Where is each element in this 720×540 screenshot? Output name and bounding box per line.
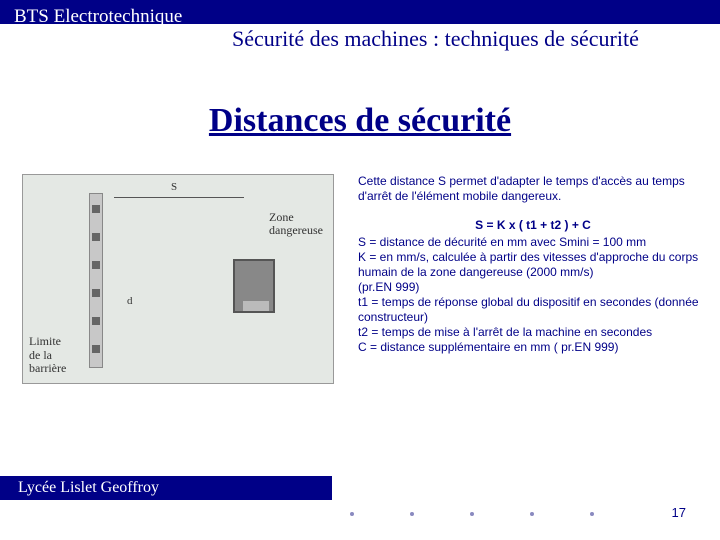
intro-paragraph: Cette distance S permet d'adapter le tem… [358,174,708,204]
decorative-dots [350,512,594,516]
def-line: C = distance supplémentaire en mm ( pr.E… [358,340,708,355]
sensor-dot [92,233,100,241]
definitions: S = distance de décurité en mm avec Smin… [358,235,708,355]
content-row: S Zone dangereuse d Limite de la barrièr… [0,174,720,384]
page-number: 17 [672,505,686,520]
def-line: t2 = temps de mise à l'arrêt de la machi… [358,325,708,340]
hazard-machine [233,259,275,313]
text-column: Cette distance S permet d'adapter le tem… [358,174,708,384]
header-subtitle: Sécurité des machines : techniques de sé… [232,26,639,52]
light-barrier [89,193,103,368]
zone-label-line: Zone [269,210,294,224]
page-title: Distances de sécurité [0,102,720,140]
sensor-dot [92,261,100,269]
dot-icon [530,512,534,516]
def-line: (pr.EN 999) [358,280,708,295]
dot-icon [410,512,414,516]
def-line: K = en mm/s, calculée à partir des vites… [358,250,708,280]
limit-label: Limite de la barrière [29,335,66,375]
header-course: BTS Electrotechnique [14,6,182,28]
sensor-dot [92,317,100,325]
limit-label-line: de la [29,348,52,362]
dot-icon [590,512,594,516]
safety-distance-diagram: S Zone dangereuse d Limite de la barrièr… [22,174,334,384]
header-subtitle-wrap: Sécurité des machines : techniques de sé… [0,24,720,58]
zone-label-line: dangereuse [269,223,323,237]
sensor-dot [92,289,100,297]
d-label: d [127,295,133,307]
s-label: S [171,181,177,193]
dot-icon [350,512,354,516]
def-line: S = distance de décurité en mm avec Smin… [358,235,708,250]
limit-label-line: Limite [29,334,61,348]
sensor-dot [92,345,100,353]
limit-label-line: barrière [29,361,66,375]
formula: S = K x ( t1 + t2 ) + C [358,218,708,233]
dot-icon [470,512,474,516]
sensor-dot [92,205,100,213]
footer-school: Lycée Lislet Geoffroy [0,476,332,500]
def-line: t1 = temps de réponse global du disposit… [358,295,708,325]
header-bar: Sécurité des machines : techniques de sé… [0,0,720,58]
zone-label: Zone dangereuse [269,211,323,237]
